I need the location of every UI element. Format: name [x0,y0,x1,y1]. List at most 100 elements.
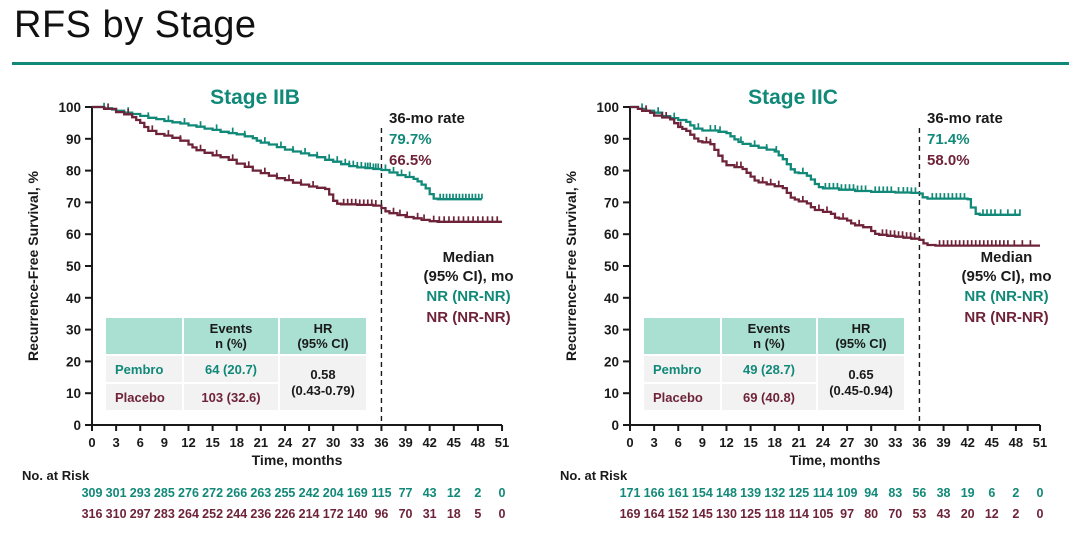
events-table: Events n (%) HR (95% CI) Pembro 64 (20.7… [104,316,368,412]
x-tick-label: 15 [743,435,757,450]
median-placebo: NR (NR-NR) [964,309,1049,326]
at-risk-count: 276 [178,486,199,500]
x-tick-label: 45 [985,435,999,450]
x-tick-label: 24 [278,435,293,450]
at-risk-count: 255 [274,486,296,500]
at-risk-count: 154 [691,486,713,500]
median-pembro: NR (NR-NR) [426,288,511,305]
x-tick-label: 45 [447,435,461,450]
at-risk-row-pembro: 171 166 161 154 148 139 132 125 114 109 94 83 56 38 19… [538,486,1080,502]
y-tick-label: 80 [604,164,619,179]
at-risk-count: 140 [346,507,368,521]
table-row: Pembro 49 (28.7) 0.65 (0.45-0.94) [644,356,904,410]
rate-36mo-placebo: 66.5% [389,152,432,169]
table-corner-cell [644,318,720,354]
x-tick-label: 51 [495,435,509,450]
x-tick-label: 15 [205,435,219,450]
table-row: Placebo 103 (32.6) [106,384,366,410]
at-risk-count: 0 [1036,486,1044,500]
at-risk-count: 309 [81,486,103,500]
row-pembro-events: 49 (28.7) [722,356,816,382]
at-risk-count: 214 [298,507,320,521]
at-risk-count: 18 [446,507,461,521]
x-tick-label: 18 [229,435,243,450]
x-tick-label: 27 [840,435,854,450]
at-risk-count: 38 [936,486,951,500]
at-risk-count: 297 [129,507,151,521]
at-risk-count: 0 [498,507,506,521]
y-tick-label: 0 [611,418,619,433]
at-risk-count: 226 [274,507,296,521]
at-risk-count: 96 [374,507,389,521]
x-tick-label: 27 [302,435,316,450]
y-tick-label: 20 [604,354,619,369]
at-risk-count: 148 [716,486,737,500]
at-risk-count: 264 [178,507,199,521]
at-risk-count: 109 [836,486,858,500]
rate-36mo-label: 36-mo rate [389,110,465,127]
at-risk-count: 114 [812,486,834,500]
at-risk-row-placebo: 169 164 152 145 130 125 118 114 105 97 80 70 53 43 20 1… [538,507,1080,523]
y-tick-label: 40 [604,291,619,306]
at-risk-count: 43 [422,486,437,500]
at-risk-count: 310 [105,507,127,521]
x-tick-label: 21 [792,435,806,450]
at-risk-count: 164 [643,507,665,521]
median-title: Median (95% CI), mo [423,249,514,285]
x-tick-label: 36 [374,435,388,450]
rate-36mo-label: 36-mo rate [927,110,1003,127]
at-risk-count: 169 [619,507,641,521]
x-tick-label: 48 [1009,435,1023,450]
x-tick-label: 33 [888,435,902,450]
row-placebo-name: Placebo [106,384,182,410]
table-row: Pembro 64 (20.7) 0.58 (0.43-0.79) [106,356,366,410]
table-row: Placebo 69 (40.8) [644,384,904,410]
at-risk-count: 43 [936,507,951,521]
x-tick-label: 18 [767,435,781,450]
y-tick-label: 60 [604,227,619,242]
at-risk-count: 31 [422,507,437,521]
at-risk-row-placebo: 316 310 297 283 264 252 244 236 226 214 172 140 96 70… [0,507,542,523]
x-axis-label: Time, months [790,452,881,468]
at-risk-count: 139 [740,486,762,500]
at-risk-count: 2 [1012,486,1020,500]
at-risk-count: 266 [226,486,248,500]
at-risk-count: 204 [322,486,344,500]
chart-title: Stage IIB [210,86,300,109]
y-tick-label: 90 [604,132,619,147]
km-curve-placebo [92,105,502,223]
x-tick-label: 39 [398,435,412,450]
median-placebo: NR (NR-NR) [426,309,511,326]
at-risk-count: 115 [371,486,392,500]
y-tick-label: 20 [66,354,81,369]
x-tick-label: 6 [675,435,682,450]
at-risk-count: 169 [346,486,368,500]
x-tick-label: 36 [912,435,926,450]
x-axis-label: Time, months [252,452,343,468]
slide-title: RFS by Stage [14,4,257,46]
at-risk-count: 272 [202,486,224,500]
at-risk-count: 130 [716,507,737,521]
at-risk-count: 145 [691,507,713,521]
hr-value: 0.58 (0.43-0.79) [280,356,366,410]
title-underline [12,62,1069,65]
at-risk-count: 114 [788,507,809,521]
at-risk-count: 12 [446,486,461,500]
table-header-hr: HR (95% CI) [818,318,904,354]
at-risk-count: 244 [226,507,248,521]
at-risk-count: 97 [840,507,855,521]
at-risk-label: No. at Risk [22,468,90,483]
x-tick-label: 42 [422,435,436,450]
x-tick-label: 9 [161,435,168,450]
row-pembro-name: Pembro [106,356,182,382]
table-header-events: Events n (%) [722,318,816,354]
y-tick-label: 0 [73,418,81,433]
at-risk-count: 5 [474,507,482,521]
x-tick-label: 33 [350,435,364,450]
table-header-hr: HR (95% CI) [280,318,366,354]
at-risk-count: 77 [398,486,413,500]
rate-36mo-pembro: 79.7% [389,131,432,148]
at-risk-count: 285 [153,486,175,500]
